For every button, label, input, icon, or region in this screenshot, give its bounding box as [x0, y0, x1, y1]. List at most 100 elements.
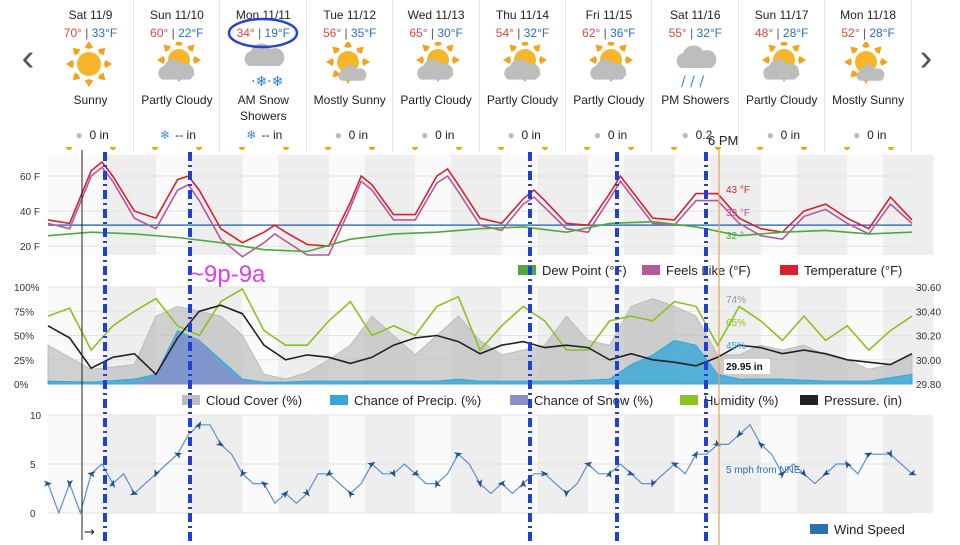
wind-direction-arrow: [476, 479, 483, 488]
series-dew-point-line: [47, 220, 913, 253]
legend-swatch: [510, 395, 528, 405]
day-temperatures: 54° | 32°F: [480, 26, 565, 40]
legend-label: Pressure. (in): [824, 393, 902, 408]
rain-drop-icon: ●: [853, 128, 861, 142]
next-day-button[interactable]: ›: [912, 30, 940, 90]
series-humidity-line: [47, 287, 913, 352]
pressure-label-box: [724, 359, 770, 374]
day-temperatures: 48° | 28°F: [739, 26, 824, 40]
temp-tick-label: 20 F: [20, 242, 40, 253]
wind-direction-arrow: [845, 460, 852, 469]
day-card-3[interactable]: Tue 11/12 56° | 35°F Mostly Sunny ● 0 in: [307, 0, 394, 152]
precip-amount: -- in: [175, 128, 196, 142]
pressure-tick-label: 30.20: [916, 332, 941, 343]
day-condition: Partly Cloudy: [141, 93, 213, 107]
wind-direction-arrow: [822, 469, 831, 477]
day-name: Tue 11/12: [323, 8, 377, 22]
day-precip: ● 0 in: [48, 128, 133, 142]
low-temp: 30°F: [437, 26, 463, 40]
precip-amount: 0 in: [435, 128, 455, 142]
wind-direction-arrow: [563, 489, 570, 498]
day-name: Sat 11/16: [670, 8, 721, 22]
sunrise-marker: [238, 147, 245, 150]
wind-direction-arrow: [670, 462, 680, 469]
day-card-5[interactable]: Thu 11/14 54° | 32°F Partly Cloudy ● 0 in: [480, 0, 566, 152]
legend-label: Cloud Cover (%): [206, 393, 302, 408]
snow-showers-icon: ·❄·❄: [221, 42, 306, 92]
day-card-2[interactable]: Mon 11/11 34° | 19°F ·❄·❄ AM Snow Showers ❄ …: [221, 0, 307, 152]
day-precip: ● 0.2: [653, 128, 738, 142]
temp-separator: |: [81, 26, 92, 40]
sunset-marker: [801, 147, 808, 150]
wind-tick-label: 5: [30, 460, 36, 471]
sunrise-marker: [498, 147, 504, 150]
temp-separator: |: [168, 26, 179, 40]
temp-end-label: 39 °F: [726, 208, 750, 219]
svg-text:·❄·❄: ·❄·❄: [251, 74, 283, 90]
previous-day-button[interactable]: ‹: [14, 30, 42, 90]
wind-direction-arrow: [757, 441, 766, 450]
day-temperatures: 52° | 28°F: [826, 26, 911, 40]
day-card-1[interactable]: Sun 11/10 60° | 22°F Partly Cloudy ❄ -- in: [134, 0, 221, 152]
low-temp: 32°F: [696, 26, 723, 40]
legend-label: Wind Speed: [834, 522, 905, 537]
sunset-marker: [282, 147, 289, 150]
sunrise-marker: [66, 147, 72, 150]
wind-direction-arrow: [240, 468, 248, 478]
day-condition: Mostly Sunny: [832, 93, 905, 107]
legend-swatch: [680, 395, 698, 405]
day-precip: ❄ -- in: [221, 128, 306, 142]
pressure-tick-label: 30.00: [916, 356, 941, 367]
rain-drop-icon: ●: [334, 128, 342, 142]
sunset-marker: [542, 147, 548, 150]
sunrise-marker: [411, 147, 418, 150]
legend-swatch: [642, 265, 660, 275]
day-name: Sat 11/9: [68, 8, 113, 22]
day-card-6[interactable]: Fri 11/15 62° | 36°F Partly Cloudy ● 0 in: [566, 0, 653, 152]
showers-icon: / / /: [653, 42, 738, 92]
series-temperature-line: [47, 160, 913, 248]
wind-direction-arrow: [435, 479, 441, 489]
day-temperatures: 34° | 19°F: [221, 26, 306, 40]
temp-end-label: 43 °F: [726, 185, 750, 196]
day-card-9[interactable]: Mon 11/18 52° | 28°F Mostly Sunny ● 0 in: [826, 0, 912, 152]
wind-end-label: 5 mph from NNE: [726, 465, 801, 476]
wind-direction-arrow: [194, 421, 202, 430]
day-name: Wed 11/13: [407, 8, 465, 22]
rain-drop-icon: ●: [75, 128, 83, 142]
high-temp: 65°: [409, 26, 428, 40]
wind-direction-arrow: [260, 481, 269, 489]
wind-direction-arrow: [453, 452, 463, 459]
day-card-7[interactable]: Sat 11/16 55° | 32°F / / / PM Showers ● 0.2: [653, 0, 739, 152]
low-temp: 32°F: [523, 26, 550, 40]
night-band: [624, 155, 675, 255]
sky-tick-label: 100%: [14, 283, 40, 294]
partly-cloudy-icon: [134, 38, 219, 92]
mostly-sunny-icon: [826, 40, 911, 92]
daily-forecast-strip: Sat 11/9 70° | 33°F Sunny ● 0 in Sun 11/10 60…: [48, 0, 912, 152]
wind-direction-arrow: [863, 452, 873, 459]
wind-direction-arrow: [129, 489, 139, 496]
day-precip: ● 0 in: [739, 128, 824, 142]
precip-amount: 0 in: [348, 128, 369, 142]
pressure-tick-label: 29.80: [916, 380, 941, 391]
partly-cloudy-icon: [480, 38, 565, 92]
day-condition: Partly Cloudy: [400, 93, 472, 107]
sunset-marker: [628, 147, 635, 150]
time-marker-label: 6 PM: [708, 133, 738, 148]
mostly-sunny-icon: [307, 40, 392, 92]
day-card-4[interactable]: Wed 11/13 65° | 30°F Partly Cloudy ● 0 in: [394, 0, 480, 152]
day-card-0[interactable]: Sat 11/9 70° | 33°F Sunny ● 0 in: [48, 0, 134, 152]
partly-cloudy-icon: [739, 38, 824, 92]
sunrise-marker: [843, 147, 850, 150]
sky-end-label: 74%: [726, 295, 746, 306]
low-temp: 28°F: [869, 26, 895, 40]
day-condition: Partly Cloudy: [746, 93, 818, 107]
rain-drop-icon: ●: [507, 128, 515, 142]
day-card-8[interactable]: Sun 11/17 48° | 28°F Partly Cloudy ● 0 in: [739, 0, 826, 152]
wind-direction-arrow: [497, 480, 506, 487]
low-temp: 28°F: [782, 26, 809, 40]
day-precip: ● 0 in: [826, 128, 911, 142]
precip-amount: 0 in: [780, 128, 801, 142]
